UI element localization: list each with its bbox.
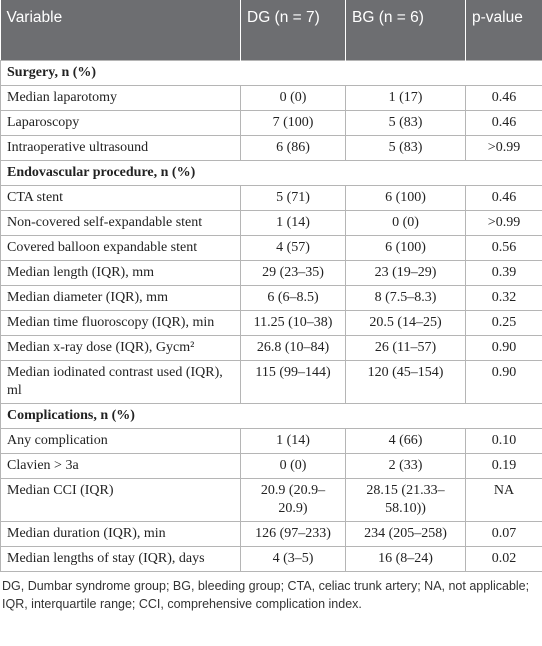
- table-cell: 234 (205–258): [345, 521, 466, 547]
- table-cell: 5 (83): [345, 135, 466, 161]
- table-cell: 1 (17): [345, 85, 466, 111]
- table-cell: 11.25 (10–38): [240, 310, 346, 336]
- table-cell: 8 (7.5–8.3): [345, 285, 466, 311]
- row-label: Median duration (IQR), min: [0, 521, 241, 547]
- table-row: Endovascular procedure, n (%): [0, 160, 542, 186]
- table-cell: 4 (66): [345, 428, 466, 454]
- table-row: Median laparotomy 0 (0) 1 (17) 0.46: [0, 85, 542, 111]
- table-cell: 0.56: [465, 235, 542, 261]
- table-row: Surgery, n (%): [0, 60, 542, 86]
- row-label: Any complication: [0, 428, 241, 454]
- table-cell: 6 (100): [345, 235, 466, 261]
- row-label: Median diameter (IQR), mm: [0, 285, 241, 311]
- table-cell: 0.02: [465, 546, 542, 572]
- table-cell: 0.46: [465, 85, 542, 111]
- table-cell: 28.15 (21.33–58.10)): [345, 478, 466, 522]
- footnote: DG, Dumbar syndrome group; BG, bleeding …: [2, 579, 530, 611]
- table-cell: 26 (11–57): [345, 335, 466, 361]
- table-cell: 0 (0): [240, 85, 346, 111]
- table-row: Median CCI (IQR) 20.9 (20.9–20.9) 28.15 (2…: [0, 478, 542, 522]
- table-cell: 20.9 (20.9–20.9): [240, 478, 346, 522]
- table-cell: 7 (100): [240, 110, 346, 136]
- table-cell: 29 (23–35): [240, 260, 346, 286]
- row-label: Median iodinated contrast used (IQR), ml: [0, 360, 241, 404]
- table-row: Covered balloon expandable stent 4 (57) 6 …: [0, 235, 542, 261]
- table-cell: 26.8 (10–84): [240, 335, 346, 361]
- row-label: Median laparotomy: [0, 85, 241, 111]
- table-row: Median x-ray dose (IQR), Gycm² 26.8 (10–8…: [0, 335, 542, 361]
- section-heading: Complications, n (%): [0, 403, 542, 429]
- table-row: Any complication 1 (14) 4 (66) 0.10: [0, 428, 542, 454]
- table-cell: 120 (45–154): [345, 360, 466, 404]
- table-cell: 115 (99–144): [240, 360, 346, 404]
- table-cell: 126 (97–233): [240, 521, 346, 547]
- table-row: Laparoscopy 7 (100) 5 (83) 0.46: [0, 110, 542, 136]
- row-label: Non-covered self-expandable stent: [0, 210, 241, 236]
- table-cell: 0.46: [465, 185, 542, 211]
- table-cell: 6 (86): [240, 135, 346, 161]
- row-label: Median CCI (IQR): [0, 478, 241, 522]
- table-cell: 16 (8–24): [345, 546, 466, 572]
- section-heading: Endovascular procedure, n (%): [0, 160, 542, 186]
- table-cell: 20.5 (14–25): [345, 310, 466, 336]
- table-row: Median duration (IQR), min 126 (97–233) 23…: [0, 521, 542, 547]
- row-label: Median x-ray dose (IQR), Gycm²: [0, 335, 241, 361]
- table-row: Non-covered self-expandable stent 1 (14) 0…: [0, 210, 542, 236]
- table-cell: NA: [465, 478, 542, 522]
- table-cell: 0.90: [465, 335, 542, 361]
- table-cell: 0.90: [465, 360, 542, 404]
- row-label: Laparoscopy: [0, 110, 241, 136]
- header-cell: BG (n = 6): [345, 0, 466, 61]
- table-cell: 0.25: [465, 310, 542, 336]
- table-cell: 4 (57): [240, 235, 346, 261]
- row-label: Clavien > 3a: [0, 453, 241, 479]
- row-label: Median length (IQR), mm: [0, 260, 241, 286]
- row-label: CTA stent: [0, 185, 241, 211]
- table-cell: >0.99: [465, 135, 542, 161]
- table-cell: 0.19: [465, 453, 542, 479]
- table-cell: 5 (71): [240, 185, 346, 211]
- row-label: Median lengths of stay (IQR), days: [0, 546, 241, 572]
- table-row: Median diameter (IQR), mm 6 (6–8.5) 8 (7.5…: [0, 285, 542, 311]
- data-table: Variable DG (n = 7) BG (n = 6) p-value Surg…: [0, 0, 542, 572]
- table-cell: 5 (83): [345, 110, 466, 136]
- header-row: Variable DG (n = 7) BG (n = 6) p-value: [0, 0, 542, 61]
- table-cell: 6 (6–8.5): [240, 285, 346, 311]
- table-cell: 0.39: [465, 260, 542, 286]
- table-cell: 1 (14): [240, 210, 346, 236]
- section-heading: Surgery, n (%): [0, 60, 542, 86]
- table-row: Median lengths of stay (IQR), days 4 (3–5…: [0, 546, 542, 572]
- table-row: Clavien > 3a 0 (0) 2 (33) 0.19: [0, 453, 542, 479]
- table-cell: 4 (3–5): [240, 546, 346, 572]
- table-row: Median iodinated contrast used (IQR), ml…: [0, 360, 542, 404]
- table-cell: 23 (19–29): [345, 260, 466, 286]
- table-row: Median length (IQR), mm 29 (23–35) 23 (19–…: [0, 260, 542, 286]
- table-row: CTA stent 5 (71) 6 (100) 0.46: [0, 185, 542, 211]
- table-cell: 0.46: [465, 110, 542, 136]
- row-label: Intraoperative ultrasound: [0, 135, 241, 161]
- row-label: Covered balloon expandable stent: [0, 235, 241, 261]
- table-cell: 1 (14): [240, 428, 346, 454]
- table-row: Median time fluoroscopy (IQR), min 11.25 …: [0, 310, 542, 336]
- header-cell: p-value: [465, 0, 542, 61]
- header-cell: Variable: [0, 0, 241, 61]
- table-cell: 0.10: [465, 428, 542, 454]
- table-row: Intraoperative ultrasound 6 (86) 5 (83) >0.…: [0, 135, 542, 161]
- table-cell: 0 (0): [240, 453, 346, 479]
- table-cell: >0.99: [465, 210, 542, 236]
- table-cell: 0 (0): [345, 210, 466, 236]
- table-cell: 2 (33): [345, 453, 466, 479]
- table-cell: 0.32: [465, 285, 542, 311]
- table-cell: 6 (100): [345, 185, 466, 211]
- header-cell: DG (n = 7): [240, 0, 346, 61]
- table-cell: 0.07: [465, 521, 542, 547]
- row-label: Median time fluoroscopy (IQR), min: [0, 310, 241, 336]
- table-row: Complications, n (%): [0, 403, 542, 429]
